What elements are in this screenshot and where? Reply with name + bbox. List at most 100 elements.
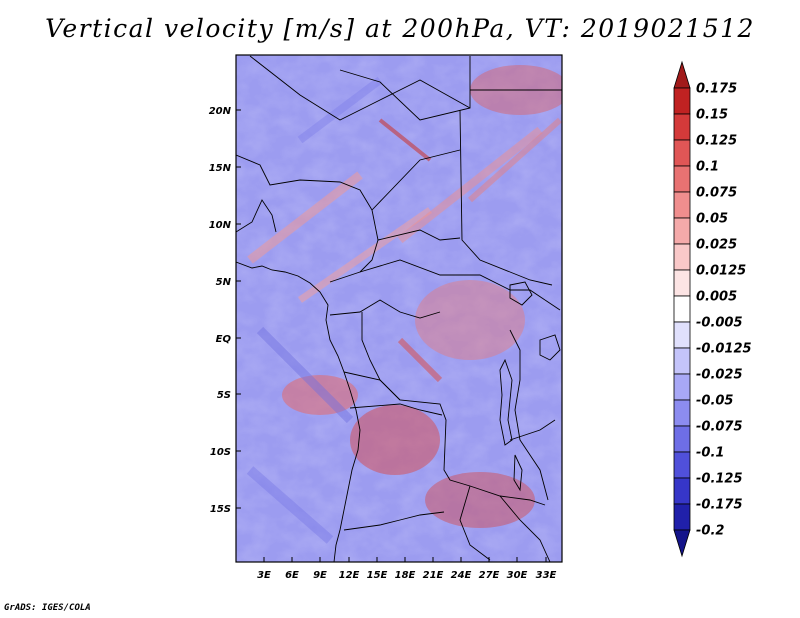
border-line xyxy=(329,259,546,301)
lon-label: 9E xyxy=(313,570,327,581)
updraft-region-congo xyxy=(415,280,525,360)
colorbar-label: -0.05 xyxy=(696,394,733,409)
colorbar-labels: 0.175 0.15 0.125 0.1 0.075 0.05 0.025 0.0125 0.0… xyxy=(696,82,752,539)
latitude-axis: 20N 15N 10N 5N EQ 5S 10S 15S xyxy=(209,106,241,515)
colorbar-label: -0.005 xyxy=(696,316,743,331)
colorbar-swatch xyxy=(673,139,691,167)
lake-outline xyxy=(539,334,561,361)
colorbar-swatch xyxy=(673,165,691,193)
lon-label: 30E xyxy=(507,570,528,581)
lon-label: 27E xyxy=(479,570,500,581)
downdraft-streak xyxy=(246,466,334,544)
border-line xyxy=(343,371,401,401)
colorbar-label: 0.125 xyxy=(696,134,737,149)
lat-label: 10S xyxy=(210,447,231,458)
colorbar-swatch xyxy=(673,191,691,219)
colorbar-swatch xyxy=(673,399,691,427)
colorbar-swatch xyxy=(673,477,691,505)
downdraft-streak xyxy=(256,326,354,424)
colorbar-swatches xyxy=(673,60,691,558)
updraft-region-zambia xyxy=(425,472,535,528)
border-line xyxy=(249,55,471,121)
colorbar-label: 0.05 xyxy=(696,212,728,227)
border-line xyxy=(349,403,443,416)
lon-label: 12E xyxy=(339,570,360,581)
border-line xyxy=(459,109,553,286)
colorbar-label: -0.175 xyxy=(696,498,743,513)
colorbar-label: -0.075 xyxy=(696,420,743,435)
colorbar-label: -0.0125 xyxy=(696,342,752,357)
lake-outline xyxy=(499,358,513,446)
colorbar-swatch xyxy=(673,321,691,349)
colorbar-swatch xyxy=(673,373,691,401)
border-line xyxy=(371,149,461,211)
colorbar-swatch xyxy=(673,295,691,323)
border-line xyxy=(343,511,445,531)
colorbar-swatch xyxy=(673,60,691,89)
colorbar-swatch xyxy=(673,87,691,115)
colorbar-label: 0.075 xyxy=(696,186,737,201)
border-line xyxy=(509,419,556,441)
border-line xyxy=(509,329,549,501)
colorbar-swatch xyxy=(673,425,691,453)
lat-label: 15N xyxy=(209,163,232,174)
lon-label: 6E xyxy=(285,570,299,581)
border-line xyxy=(236,154,379,273)
lat-label: 15S xyxy=(210,504,231,515)
map-panel xyxy=(236,55,562,562)
colorbar-label: -0.1 xyxy=(696,446,724,461)
updraft-region-angola xyxy=(350,405,440,475)
colorbar-label: -0.2 xyxy=(696,524,724,539)
lat-label: EQ xyxy=(216,334,232,345)
coastline xyxy=(236,261,361,562)
border-line xyxy=(377,229,461,241)
updraft-streak xyxy=(247,171,363,264)
field-texture xyxy=(236,55,562,562)
lat-label: 20N xyxy=(209,106,232,117)
colorbar-label: 0.175 xyxy=(696,82,737,97)
chart-title: Vertical velocity [m/s] at 200hPa, VT: 2… xyxy=(45,14,755,43)
lon-label: 33E xyxy=(536,570,557,581)
colorbar-label: 0.005 xyxy=(696,290,737,305)
grads-credit: GrADS: IGES/COLA xyxy=(4,603,91,613)
colorbar-label: 0.1 xyxy=(696,160,719,175)
colorbar-swatch xyxy=(673,347,691,375)
lat-label: 5N xyxy=(216,277,232,288)
lat-label: 10N xyxy=(209,220,232,231)
colorbar-label: -0.125 xyxy=(696,472,743,487)
downdraft-streak xyxy=(297,76,383,144)
colorbar: 0.175 0.15 0.125 0.1 0.075 0.05 0.025 0.0125 0.0… xyxy=(673,60,752,558)
border-line xyxy=(459,485,491,561)
updraft-region-sw-angola xyxy=(282,375,358,415)
colorbar-label: 0.15 xyxy=(696,108,728,123)
colorbar-swatch xyxy=(673,503,691,531)
border-line xyxy=(499,495,551,562)
colorbar-swatch xyxy=(673,113,691,141)
longitude-axis: 3E 6E 9E 12E 15E 18E 21E 24E 27E 30E 33E xyxy=(257,557,557,581)
colorbar-swatch xyxy=(673,451,691,479)
colorbar-swatch xyxy=(673,529,691,558)
colorbar-label: 0.0125 xyxy=(696,264,746,279)
colorbar-swatch xyxy=(673,217,691,245)
colorbar-label: 0.025 xyxy=(696,238,737,253)
lon-label: 3E xyxy=(257,570,271,581)
lon-label: 21E xyxy=(423,570,444,581)
border-line xyxy=(339,56,471,121)
country-borders xyxy=(236,55,562,562)
border-line xyxy=(329,299,441,319)
lon-label: 15E xyxy=(367,570,388,581)
lon-label: 24E xyxy=(451,570,472,581)
border-line xyxy=(544,299,561,311)
map-frame xyxy=(235,54,563,563)
updraft-streak xyxy=(397,337,443,383)
colorbar-label: -0.025 xyxy=(696,368,743,383)
updraft-streak xyxy=(397,126,543,244)
lon-label: 18E xyxy=(395,570,416,581)
lake-outline xyxy=(513,454,523,492)
border-line xyxy=(236,199,277,233)
velocity-field xyxy=(246,65,562,544)
updraft-streak xyxy=(378,118,432,162)
updraft-streak xyxy=(468,117,562,203)
lat-label: 5S xyxy=(217,390,231,401)
